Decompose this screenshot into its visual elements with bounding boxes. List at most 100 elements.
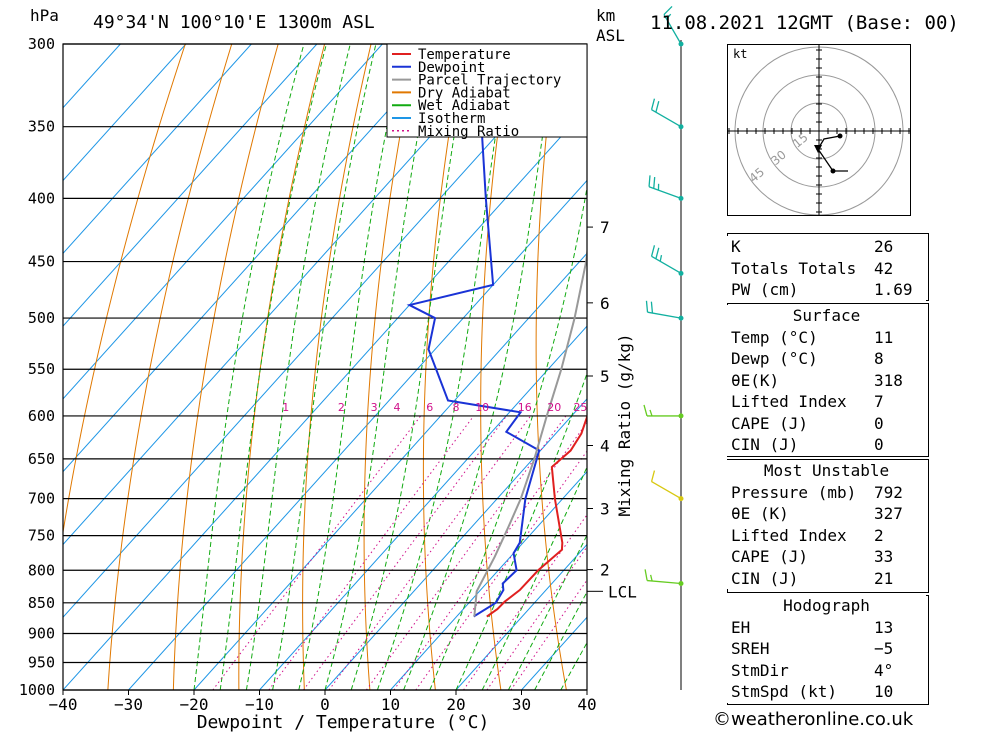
index-row: K 26 xyxy=(727,236,926,258)
temperature-tick-label: 30 xyxy=(512,695,531,714)
isotherm-line xyxy=(63,44,187,182)
mixing-ratio-line xyxy=(212,415,422,690)
wind-barb-staff xyxy=(647,311,682,319)
index-key: CAPE (J) xyxy=(731,547,809,567)
index-key: StmDir xyxy=(731,660,789,680)
hodograph-indices-table: Hodograph EH 13 SREH −5 StmDir 4° StmSpd (k… xyxy=(727,595,926,703)
hpa-axis-label: hPa xyxy=(30,6,59,25)
mixing-ratio-label: 6 xyxy=(426,401,433,414)
index-row: CAPE (J) 0 xyxy=(727,413,926,435)
wind-barb-half-flag xyxy=(649,409,653,417)
index-key: K xyxy=(731,237,741,257)
temperature-tick-label: 0 xyxy=(320,695,330,714)
mixing-ratio-line xyxy=(486,546,587,690)
dry-adiabat-line xyxy=(302,44,372,690)
mixing-ratio-label: 8 xyxy=(453,401,460,414)
index-row: CIN (J) 21 xyxy=(727,568,926,590)
dry-adiabat-line xyxy=(642,26,698,690)
most-unstable-title: Most Unstable xyxy=(763,461,890,481)
wet-adiabat-line xyxy=(455,372,587,690)
wet-adiabat-line xyxy=(481,465,587,690)
hodograph-point xyxy=(837,133,843,139)
legend-entry: Wet Adiabat xyxy=(418,98,511,114)
hodograph-ring-label: 30 xyxy=(768,147,789,168)
wind-barb-half-flag xyxy=(666,13,672,20)
isotherm-line xyxy=(63,44,121,109)
km-tick-label: 2 xyxy=(600,561,610,580)
mixing-ratio-label: 16 xyxy=(518,401,532,414)
index-value: 33 xyxy=(874,547,894,567)
mixing-ratio-label: 20 xyxy=(547,401,561,414)
surface-table: Surface Temp (°C) 11 Dewp (°C) 8 θE(K) 318 … xyxy=(727,305,926,456)
wet-adiabat-line xyxy=(403,44,557,690)
isotherm-line xyxy=(455,543,587,690)
wind-barb-half-flag xyxy=(659,255,663,262)
pressure-tick-label: 600 xyxy=(28,407,55,425)
temperature-tick-label: −40 xyxy=(49,695,78,714)
mixing-ratio-line xyxy=(415,450,587,690)
legend-entry: Temperature xyxy=(418,47,511,63)
wind-barb-flag xyxy=(644,569,648,581)
wet-adiabat-line xyxy=(324,44,436,690)
index-value: 7 xyxy=(874,392,884,412)
index-key: Lifted Index xyxy=(731,392,847,412)
index-value: 8 xyxy=(874,349,884,369)
profile-series xyxy=(406,44,587,618)
hodograph-units: kt xyxy=(733,47,748,61)
wind-barb-flag xyxy=(663,5,673,16)
isobars xyxy=(63,43,587,691)
isotherm-line xyxy=(63,107,587,690)
temperature-tick-label: −10 xyxy=(245,695,274,714)
index-row: θE (K) 327 xyxy=(727,503,926,525)
isotherm-line xyxy=(324,398,587,690)
mixing-ratio-line xyxy=(268,415,475,690)
km-tick-label: 6 xyxy=(600,294,610,313)
wind-barb-flag xyxy=(650,301,654,314)
index-key: Totals Totals xyxy=(731,258,857,278)
km-axis-label: km xyxy=(596,6,616,25)
most-unstable-table: Most Unstable Pressure (mb) 792 θE (K) 327… xyxy=(727,460,926,589)
km-tick-label: 5 xyxy=(600,367,610,386)
index-row: Pressure (mb) 792 xyxy=(727,482,926,504)
mixing-ratio-label: 25 xyxy=(573,401,587,414)
index-value: 21 xyxy=(874,568,894,588)
dry-adiabat-line xyxy=(973,26,1000,690)
wet-adiabat-line xyxy=(245,44,351,690)
pressure-tick-label: 550 xyxy=(28,360,55,378)
mixing-ratio-line xyxy=(303,415,507,690)
wind-barb-staff xyxy=(651,255,682,274)
legend-entry: Dewpoint xyxy=(418,60,485,76)
wind-barb-flag xyxy=(643,404,648,417)
copyright-link[interactable]: ©weatheronline.co.uk xyxy=(713,709,914,730)
pressure-tick-label: 400 xyxy=(28,189,55,207)
temperature-tick-label: 40 xyxy=(577,695,596,714)
wind-barb-staff xyxy=(647,579,682,585)
pressure-tick-label: 950 xyxy=(28,653,55,671)
legend-entry: Mixing Ratio xyxy=(418,124,519,140)
x-axis-title: Dewpoint / Temperature (°C) xyxy=(197,712,490,733)
mixing-ratio-axis-title: Mixing Ratio (g/kg) xyxy=(615,333,634,516)
isotherm-line xyxy=(193,252,587,690)
index-value: 11 xyxy=(874,327,894,347)
index-value: 0 xyxy=(874,435,884,455)
temperature-tick-label: 10 xyxy=(381,695,400,714)
index-value: 42 xyxy=(874,258,894,278)
index-key: θE(K) xyxy=(731,370,780,390)
legend-entry: Parcel Trajectory xyxy=(418,73,561,89)
hodograph-point xyxy=(830,168,836,174)
axes-labels: 1 2 3 4 6 8 10 16 20 2530035040045050055060065070… xyxy=(19,35,637,733)
index-row: StmDir 4° xyxy=(727,660,926,682)
asl-axis-label: ASL xyxy=(596,26,625,45)
temperature-tick-label: −20 xyxy=(180,695,209,714)
dry-adiabat-line xyxy=(480,44,511,690)
index-row: PW (cm) 1.69 xyxy=(727,279,926,301)
mixing-ratio-line xyxy=(463,513,587,690)
dry-adiabat-line xyxy=(927,26,1000,690)
isotherm-line xyxy=(128,179,587,690)
index-row: Lifted Index 2 xyxy=(727,525,926,547)
wind-barb-staff xyxy=(651,109,682,128)
background-lines xyxy=(63,26,1000,690)
